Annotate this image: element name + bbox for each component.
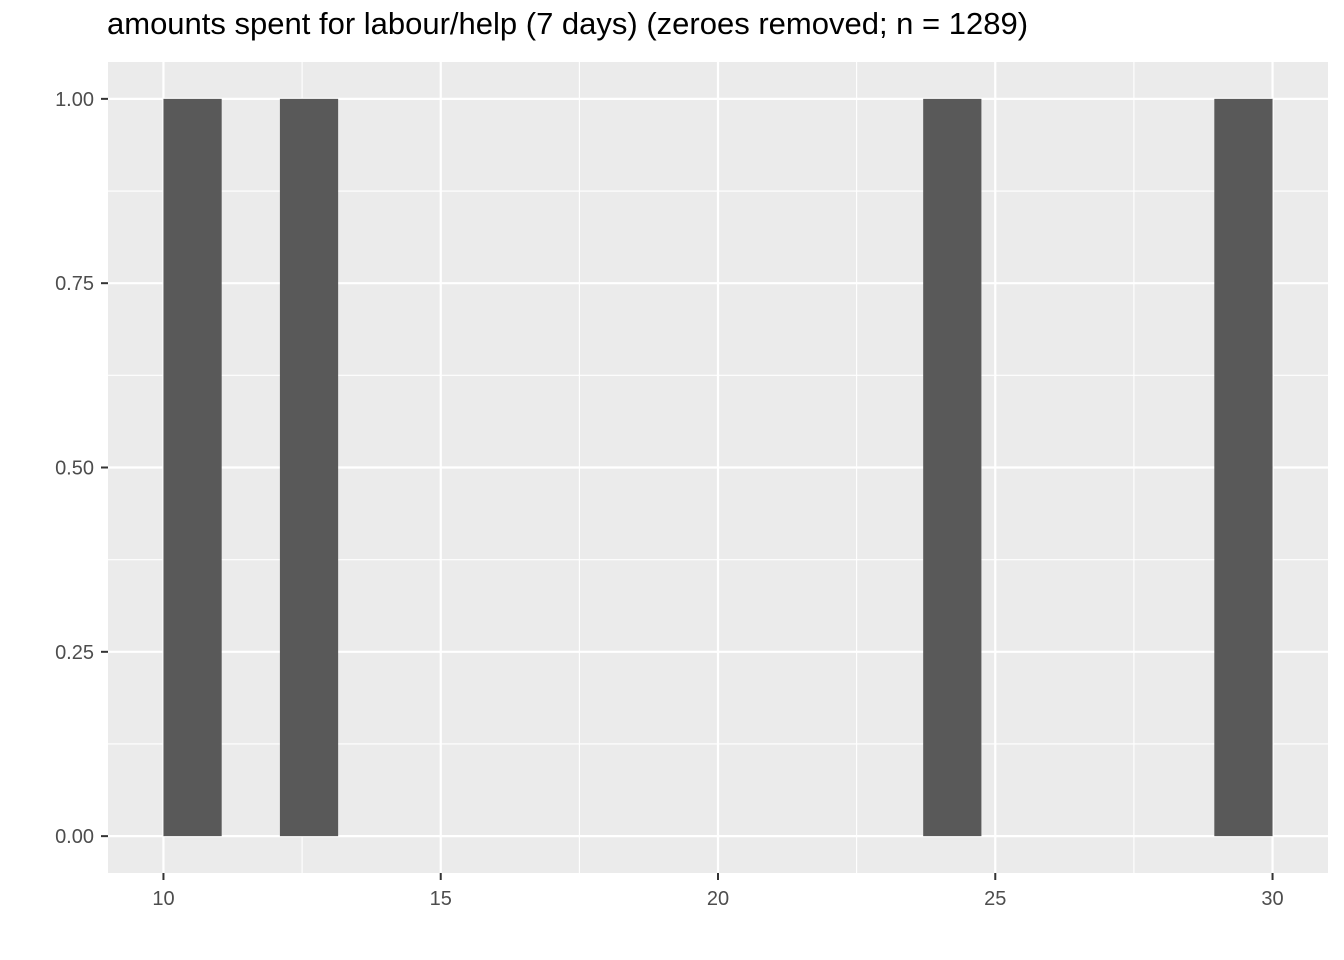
y-tick-label: 1.00 [55,89,94,111]
x-axis: 10 15 20 25 30 [152,873,1284,910]
y-tick-label: 0.25 [55,642,94,664]
histogram-bar [163,98,222,837]
chart-title: amounts spent for labour/help (7 days) (… [107,6,1029,41]
histogram-bar [923,98,982,837]
histogram-bar [1214,98,1273,837]
histogram-bar [279,98,339,837]
y-tick-label: 0.00 [55,826,94,848]
y-tick-label: 0.75 [55,273,94,295]
y-axis: 0.00 0.25 0.50 0.75 1.00 [55,89,108,848]
y-tick-label: 0.50 [55,458,94,480]
bars-group [163,98,1273,837]
x-tick-label: 30 [1261,888,1283,910]
x-tick-label: 10 [152,888,174,910]
x-tick-label: 25 [984,888,1006,910]
x-tick-label: 20 [707,888,729,910]
x-tick-label: 15 [430,888,452,910]
